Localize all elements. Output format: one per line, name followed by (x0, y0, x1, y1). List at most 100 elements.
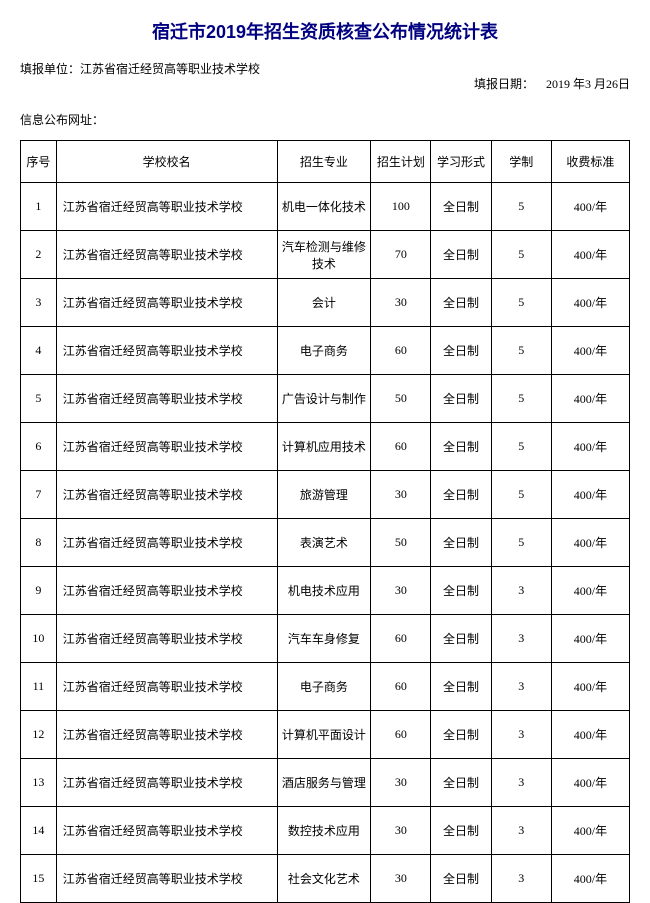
table-cell: 3 (491, 615, 551, 663)
table-cell: 15 (21, 855, 57, 903)
table-cell: 400/年 (551, 711, 629, 759)
table-cell: 400/年 (551, 807, 629, 855)
table-row: 5江苏省宿迁经贸高等职业技术学校广告设计与制作50全日制5400/年 (21, 375, 630, 423)
table-cell: 400/年 (551, 663, 629, 711)
col-header-form: 学习形式 (431, 141, 491, 183)
enrollment-table: 序号 学校校名 招生专业 招生计划 学习形式 学制 收费标准 1江苏省宿迁经贸高… (20, 140, 630, 903)
table-cell: 5 (491, 375, 551, 423)
table-cell: 3 (21, 279, 57, 327)
table-cell: 江苏省宿迁经贸高等职业技术学校 (56, 567, 277, 615)
table-cell: 全日制 (431, 807, 491, 855)
col-header-school: 学校校名 (56, 141, 277, 183)
table-cell: 400/年 (551, 519, 629, 567)
table-row: 12江苏省宿迁经贸高等职业技术学校计算机平面设计60全日制3400/年 (21, 711, 630, 759)
table-cell: 60 (371, 615, 431, 663)
url-label: 信息公布网址： (20, 113, 104, 127)
table-cell: 江苏省宿迁经贸高等职业技术学校 (56, 519, 277, 567)
table-cell: 60 (371, 423, 431, 471)
table-cell: 江苏省宿迁经贸高等职业技术学校 (56, 231, 277, 279)
table-cell: 计算机应用技术 (277, 423, 371, 471)
table-cell: 5 (491, 471, 551, 519)
table-cell: 70 (371, 231, 431, 279)
table-cell: 江苏省宿迁经贸高等职业技术学校 (56, 759, 277, 807)
table-cell: 400/年 (551, 471, 629, 519)
table-cell: 全日制 (431, 615, 491, 663)
table-cell: 400/年 (551, 327, 629, 375)
table-cell: 全日制 (431, 327, 491, 375)
table-cell: 5 (491, 279, 551, 327)
table-cell: 5 (491, 519, 551, 567)
table-cell: 7 (21, 471, 57, 519)
table-cell: 全日制 (431, 375, 491, 423)
table-cell: 全日制 (431, 423, 491, 471)
table-cell: 电子商务 (277, 327, 371, 375)
col-header-plan: 招生计划 (371, 141, 431, 183)
table-row: 8江苏省宿迁经贸高等职业技术学校表演艺术50全日制5400/年 (21, 519, 630, 567)
table-cell: 100 (371, 183, 431, 231)
table-row: 13江苏省宿迁经贸高等职业技术学校酒店服务与管理30全日制3400/年 (21, 759, 630, 807)
table-header-row: 序号 学校校名 招生专业 招生计划 学习形式 学制 收费标准 (21, 141, 630, 183)
table-cell: 江苏省宿迁经贸高等职业技术学校 (56, 327, 277, 375)
table-row: 6江苏省宿迁经贸高等职业技术学校计算机应用技术60全日制5400/年 (21, 423, 630, 471)
table-row: 1江苏省宿迁经贸高等职业技术学校机电一体化技术100全日制5400/年 (21, 183, 630, 231)
table-cell: 江苏省宿迁经贸高等职业技术学校 (56, 471, 277, 519)
table-cell: 4 (21, 327, 57, 375)
table-cell: 30 (371, 759, 431, 807)
table-cell: 全日制 (431, 231, 491, 279)
table-cell: 9 (21, 567, 57, 615)
table-cell: 400/年 (551, 279, 629, 327)
table-cell: 3 (491, 759, 551, 807)
table-cell: 5 (21, 375, 57, 423)
meta-row-2: 信息公布网址： (20, 111, 630, 128)
table-cell: 5 (491, 327, 551, 375)
table-cell: 汽车车身修复 (277, 615, 371, 663)
table-row: 4江苏省宿迁经贸高等职业技术学校电子商务60全日制5400/年 (21, 327, 630, 375)
col-header-fee: 收费标准 (551, 141, 629, 183)
table-row: 14江苏省宿迁经贸高等职业技术学校数控技术应用30全日制3400/年 (21, 807, 630, 855)
table-cell: 江苏省宿迁经贸高等职业技术学校 (56, 423, 277, 471)
table-row: 2江苏省宿迁经贸高等职业技术学校汽车检测与维修技术70全日制5400/年 (21, 231, 630, 279)
table-cell: 社会文化艺术 (277, 855, 371, 903)
col-header-major: 招生专业 (277, 141, 371, 183)
table-cell: 全日制 (431, 279, 491, 327)
table-cell: 3 (491, 663, 551, 711)
table-cell: 江苏省宿迁经贸高等职业技术学校 (56, 855, 277, 903)
table-cell: 400/年 (551, 423, 629, 471)
col-header-seq: 序号 (21, 141, 57, 183)
table-cell: 江苏省宿迁经贸高等职业技术学校 (56, 615, 277, 663)
table-cell: 江苏省宿迁经贸高等职业技术学校 (56, 807, 277, 855)
col-header-system: 学制 (491, 141, 551, 183)
table-cell: 30 (371, 807, 431, 855)
table-cell: 全日制 (431, 663, 491, 711)
table-cell: 400/年 (551, 855, 629, 903)
table-cell: 电子商务 (277, 663, 371, 711)
table-row: 7江苏省宿迁经贸高等职业技术学校旅游管理30全日制5400/年 (21, 471, 630, 519)
table-cell: 全日制 (431, 711, 491, 759)
table-cell: 3 (491, 567, 551, 615)
table-cell: 计算机平面设计 (277, 711, 371, 759)
table-cell: 13 (21, 759, 57, 807)
table-cell: 全日制 (431, 855, 491, 903)
table-cell: 数控技术应用 (277, 807, 371, 855)
table-cell: 3 (491, 711, 551, 759)
date-value: 2019 年3 月26日 (534, 77, 630, 91)
table-cell: 5 (491, 183, 551, 231)
table-cell: 5 (491, 423, 551, 471)
table-cell: 全日制 (431, 567, 491, 615)
table-cell: 400/年 (551, 567, 629, 615)
table-cell: 400/年 (551, 615, 629, 663)
table-cell: 全日制 (431, 759, 491, 807)
table-cell: 全日制 (431, 519, 491, 567)
table-cell: 旅游管理 (277, 471, 371, 519)
table-cell: 3 (491, 807, 551, 855)
table-cell: 400/年 (551, 375, 629, 423)
table-cell: 机电技术应用 (277, 567, 371, 615)
table-row: 15江苏省宿迁经贸高等职业技术学校社会文化艺术30全日制3400/年 (21, 855, 630, 903)
table-cell: 江苏省宿迁经贸高等职业技术学校 (56, 183, 277, 231)
table-cell: 10 (21, 615, 57, 663)
table-cell: 广告设计与制作 (277, 375, 371, 423)
table-row: 9江苏省宿迁经贸高等职业技术学校机电技术应用30全日制3400/年 (21, 567, 630, 615)
table-cell: 400/年 (551, 183, 629, 231)
meta-row-1: 填报单位：江苏省宿迁经贸高等职业技术学校 填报日期： 2019 年3 月26日 (20, 60, 630, 107)
table-cell: 60 (371, 327, 431, 375)
